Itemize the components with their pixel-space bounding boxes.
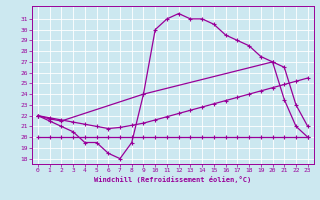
X-axis label: Windchill (Refroidissement éolien,°C): Windchill (Refroidissement éolien,°C) bbox=[94, 176, 252, 183]
